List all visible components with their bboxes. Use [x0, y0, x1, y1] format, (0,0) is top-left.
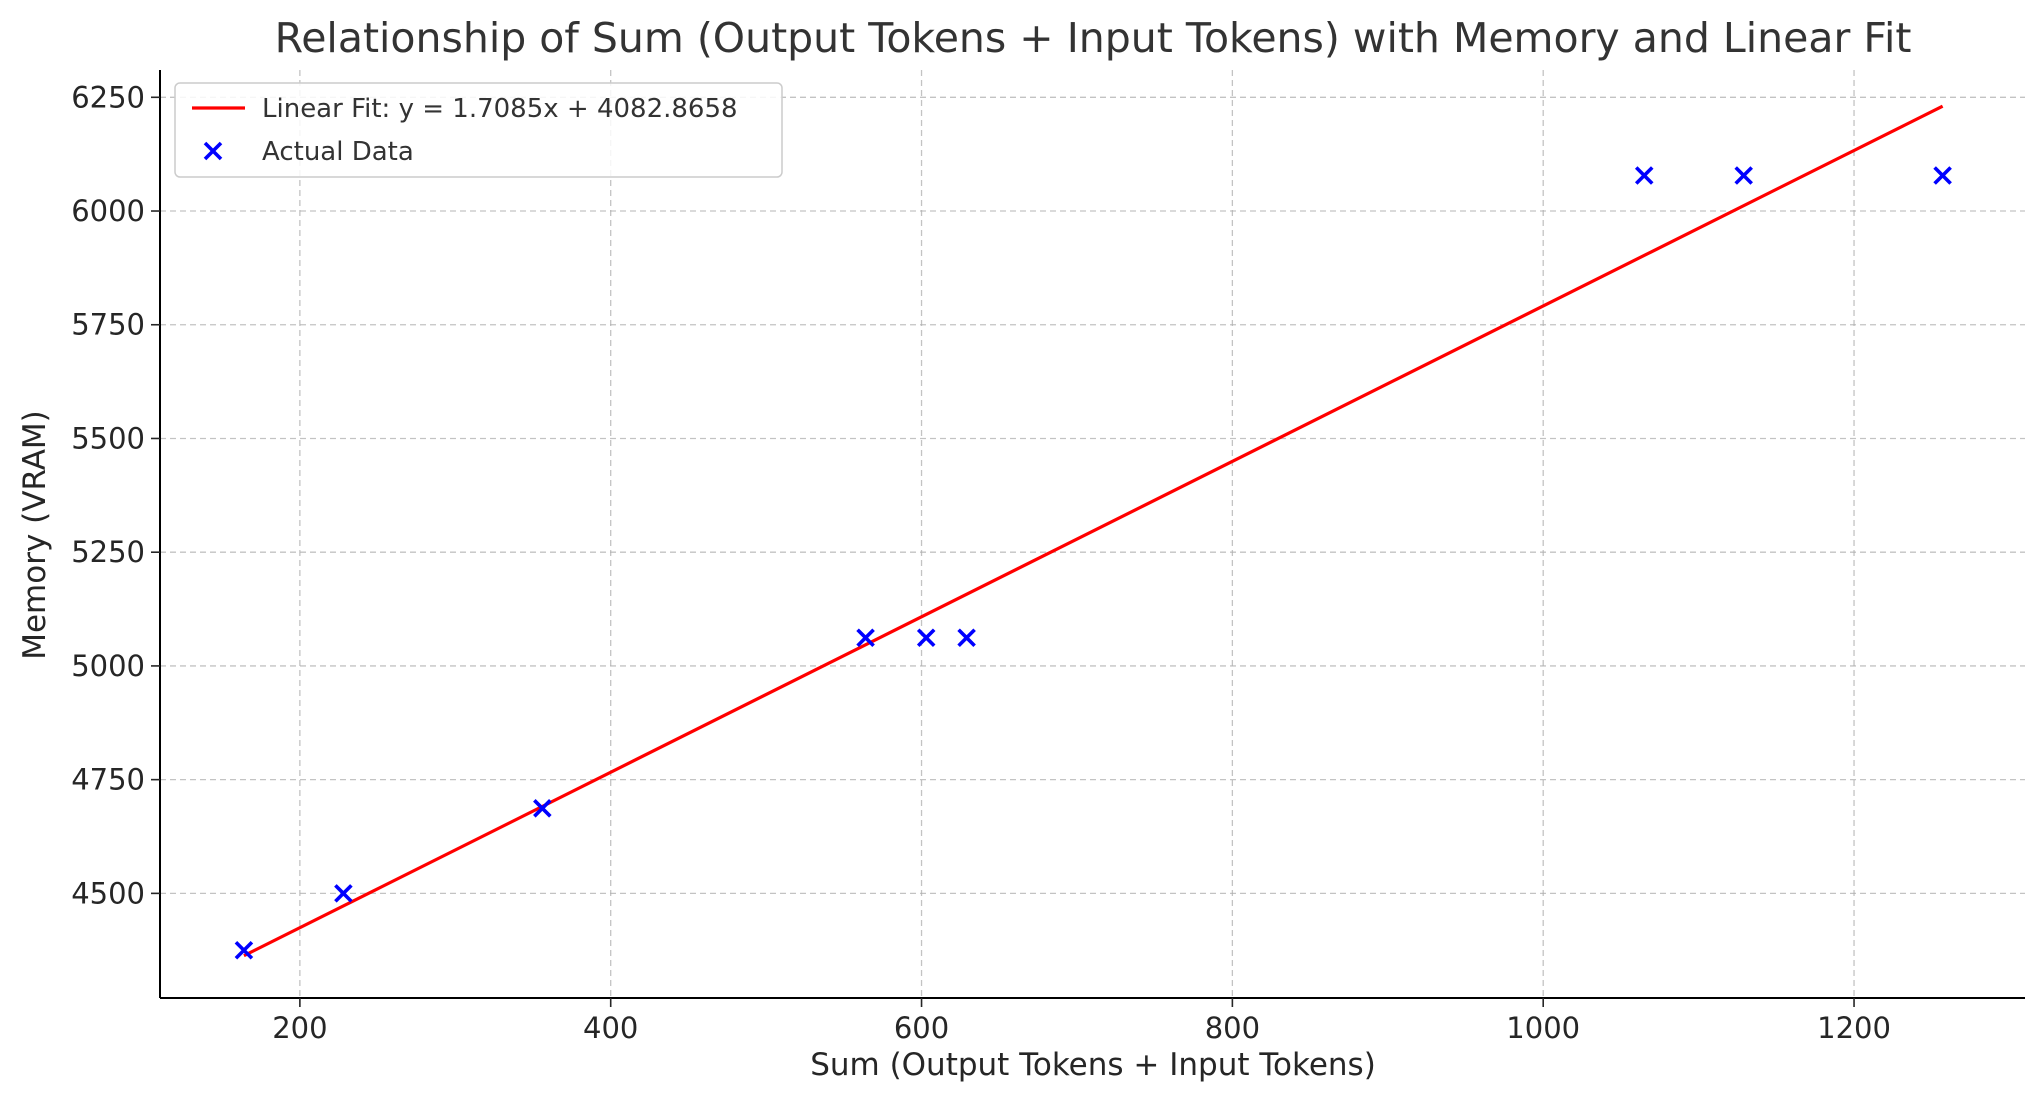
data-points-layer: [234, 166, 1952, 960]
linear-fit-layer: [243, 104, 1944, 958]
legend-marker-swatch: [203, 141, 223, 161]
legend-label-fit: Linear Fit: y = 1.7085x + 4082.8658: [262, 94, 738, 124]
data-point: [916, 628, 936, 647]
x-tick-label: 600: [894, 1011, 949, 1045]
x-tick-label: 200: [272, 1011, 327, 1045]
chart-title: Relationship of Sum (Output Tokens + Inp…: [275, 14, 1912, 62]
y-tick-label: 6000: [71, 194, 145, 228]
y-tick-label: 5750: [71, 308, 145, 342]
data-point: [856, 628, 875, 647]
y-axis-label: Memory (VRAM): [17, 410, 53, 660]
grid-lines: [160, 70, 2025, 998]
y-tick-label: 6250: [71, 80, 145, 114]
y-tick-label: 4750: [71, 763, 145, 797]
y-tick-label: 5000: [71, 649, 145, 683]
x-tick-label: 800: [1205, 1011, 1260, 1045]
data-point: [1933, 166, 1952, 185]
x-tick-label: 1200: [1817, 1011, 1891, 1045]
data-point: [234, 940, 254, 960]
y-tick-label: 4500: [71, 876, 145, 910]
legend-box: [174, 82, 783, 178]
legend: Linear Fit: y = 1.7085x + 4082.8658 Actu…: [174, 82, 783, 178]
x-tick-label: 400: [583, 1011, 638, 1045]
data-point: [533, 799, 552, 818]
axes: [159, 70, 2025, 999]
data-point: [1634, 166, 1654, 185]
linear-fit-line: [243, 104, 1944, 958]
y-tick-label: 5500: [71, 421, 145, 455]
y-tick-label: 5250: [71, 535, 145, 569]
data-point: [957, 628, 976, 647]
legend-label-data: Actual Data: [262, 137, 414, 167]
data-point: [1734, 166, 1753, 185]
axis-ticks: 200 400 600 800 1000 1200 4500 4750 5000 5250 5500…: [71, 80, 1891, 1045]
x-axis-label: Sum (Output Tokens + Input Tokens): [810, 1047, 1376, 1083]
data-point: [334, 884, 353, 903]
x-tick-label: 1000: [1506, 1011, 1580, 1045]
